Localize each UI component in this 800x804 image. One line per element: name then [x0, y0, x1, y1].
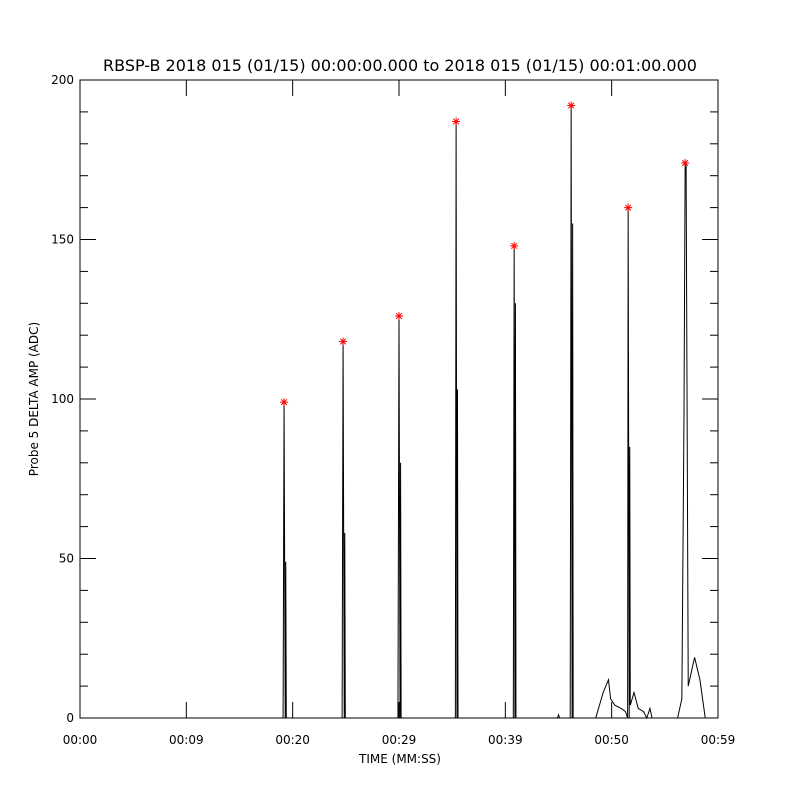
x-tick-label: 00:50 — [594, 733, 629, 747]
marker-stroke — [280, 399, 288, 406]
y-tick-label: 150 — [51, 233, 74, 247]
marker-stroke — [395, 312, 403, 320]
peak-marker — [567, 101, 576, 110]
marker-stroke — [568, 102, 575, 109]
y-tick-label: 200 — [51, 73, 74, 87]
y-tick-label: 0 — [66, 711, 74, 725]
peak-marker — [280, 398, 289, 407]
chart-title: RBSP-B 2018 015 (01/15) 00:00:00.000 to … — [103, 56, 697, 75]
marker-stroke — [511, 242, 518, 250]
x-tick-label: 00:20 — [275, 733, 310, 747]
peak-marker — [339, 337, 348, 346]
peak-marker — [681, 158, 690, 167]
x-tick-label: 00:39 — [488, 733, 523, 747]
marker-stroke — [624, 204, 632, 211]
marker-stroke — [681, 159, 689, 167]
y-tick-label: 50 — [59, 552, 74, 566]
marker-stroke — [339, 338, 347, 345]
y-tick-label: 100 — [51, 392, 74, 406]
peak-marker — [624, 203, 633, 212]
x-axis-label: TIME (MM:SS) — [358, 752, 441, 766]
x-tick-label: 00:09 — [169, 733, 204, 747]
x-tick-label: 00:29 — [382, 733, 417, 747]
x-tick-label: 00:59 — [701, 733, 736, 747]
marker-stroke — [452, 118, 460, 125]
data-line — [80, 105, 718, 720]
y-axis-label: Probe 5 DELTA AMP (ADC) — [27, 322, 41, 476]
peak-marker — [395, 312, 403, 321]
peak-marker — [510, 241, 519, 250]
peak-marker — [452, 117, 461, 126]
x-tick-label: 00:00 — [63, 733, 98, 747]
